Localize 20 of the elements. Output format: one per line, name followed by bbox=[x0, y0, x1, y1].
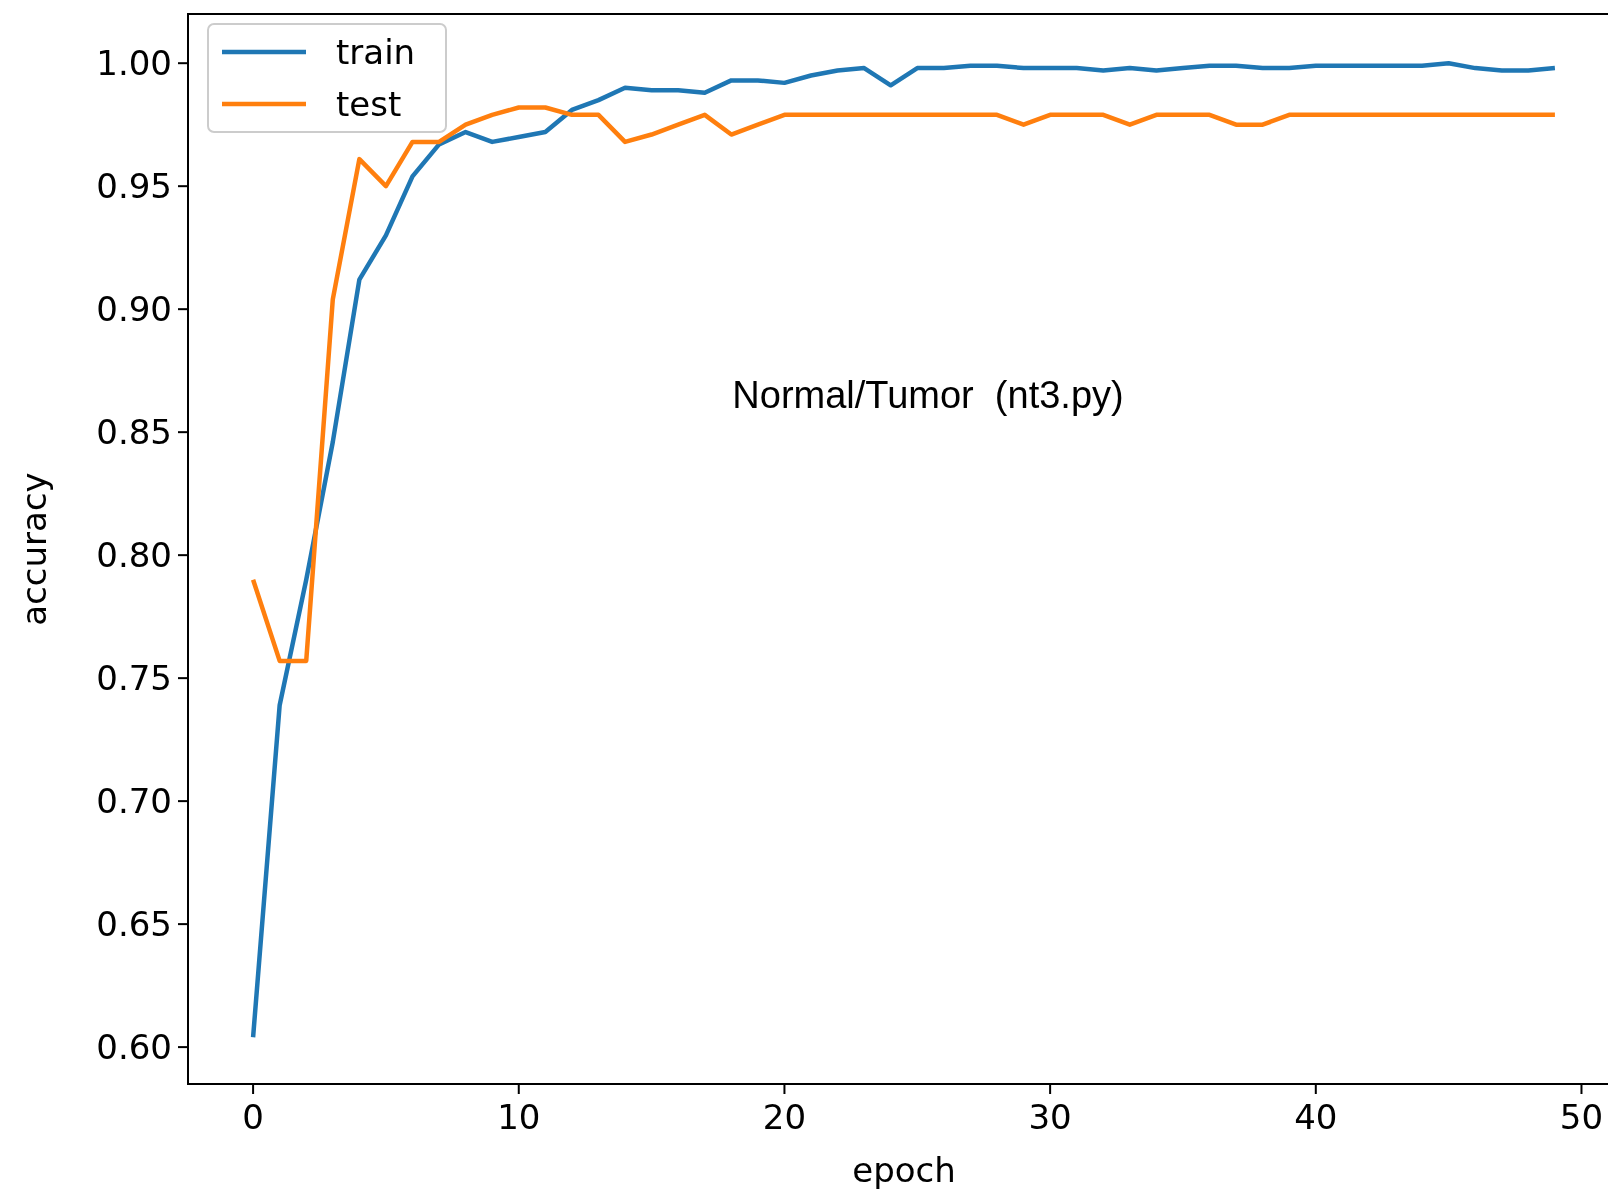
y-tick-label: 0.90 bbox=[96, 289, 172, 330]
x-tick-label: 0 bbox=[242, 1097, 264, 1137]
x-tick-label: 30 bbox=[1028, 1097, 1072, 1137]
y-tick-label: 1.00 bbox=[96, 43, 172, 84]
y-tick-label: 0.95 bbox=[96, 166, 172, 207]
x-tick-label: 40 bbox=[1294, 1097, 1338, 1137]
y-tick-label: 0.85 bbox=[96, 412, 172, 453]
y-tick-label: 0.65 bbox=[96, 904, 172, 945]
y-tick-label: 0.60 bbox=[96, 1027, 172, 1067]
legend-label: train bbox=[336, 31, 416, 72]
y-axis-title: accuracy bbox=[14, 472, 54, 626]
y-tick-label: 0.70 bbox=[96, 781, 172, 822]
x-axis-title: epoch bbox=[852, 1150, 956, 1190]
x-tick-label: 50 bbox=[1559, 1097, 1604, 1137]
annotation: Normal/Tumor (nt3.py) bbox=[732, 374, 1124, 416]
y-tick-label: 0.80 bbox=[96, 535, 172, 576]
x-tick-label: 20 bbox=[762, 1097, 807, 1137]
x-tick-label: 10 bbox=[497, 1097, 541, 1137]
legend-label: test bbox=[336, 83, 402, 124]
y-tick-label: 0.75 bbox=[96, 658, 172, 699]
